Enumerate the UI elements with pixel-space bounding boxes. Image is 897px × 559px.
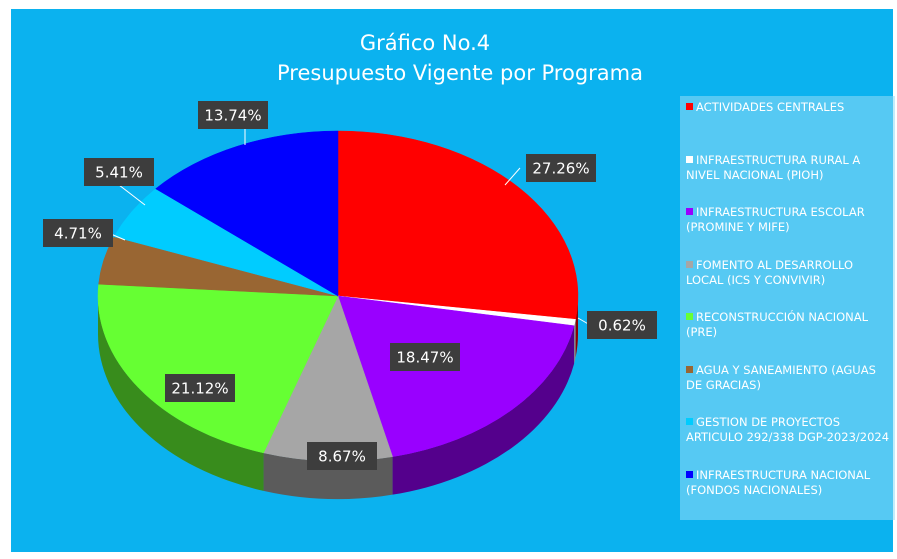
legend-swatch xyxy=(686,103,693,110)
leader-line xyxy=(118,184,146,206)
legend-label: FOMENTO AL DESARROLLO LOCAL (ICS Y CONVI… xyxy=(686,257,854,287)
legend-item: INFRAESTRUCTURA RURAL A NIVEL NACIONAL (… xyxy=(686,153,891,183)
data-label-box xyxy=(84,158,154,186)
legend-item: INFRAESTRUCTURA NACIONAL (FONDOS NACIONA… xyxy=(686,468,891,498)
legend-swatch xyxy=(686,208,693,215)
legend-item: FOMENTO AL DESARROLLO LOCAL (ICS Y CONVI… xyxy=(686,258,891,288)
slice-side xyxy=(98,296,264,491)
legend-swatch xyxy=(686,365,693,373)
data-label: 8.67% xyxy=(318,448,366,466)
legend-item: ACTIVIDADES CENTRALES xyxy=(686,100,891,115)
legend-label: INFRAESTRUCTURA ESCOLAR (PROMINE Y MIFE) xyxy=(686,205,865,234)
chart-subtitle: Presupuesto Vigente por Programa xyxy=(277,61,643,85)
legend-item: GESTION DE PROYECTOS ARTICULO 292/338 DG… xyxy=(686,415,891,445)
data-label-box xyxy=(390,343,460,371)
pie-slice xyxy=(337,295,575,457)
data-label: 4.71% xyxy=(54,225,102,243)
slice-side xyxy=(575,296,578,358)
data-label: 0.62% xyxy=(598,317,646,335)
legend-swatch xyxy=(686,155,693,163)
data-label-box xyxy=(165,374,235,402)
legend-item: AGUA Y SANEAMIENTO (AGUAS DE GRACIAS) xyxy=(686,363,891,393)
pie-slice xyxy=(155,130,339,297)
data-label: 21.12% xyxy=(171,380,228,398)
legend-swatch xyxy=(686,418,693,425)
legend-item: RECONSTRUCCIÓN NACIONAL (PRE) xyxy=(686,310,891,340)
legend-label: AGUA Y SANEAMIENTO (AGUAS DE GRACIAS) xyxy=(686,362,876,392)
legend-label: INFRAESTRUCTURA RURAL A NIVEL NACIONAL (… xyxy=(686,152,861,182)
legend-label: ACTIVIDADES CENTRALES xyxy=(696,100,845,114)
chart-title: Gráfico No.4 xyxy=(360,31,490,55)
legend-label: INFRAESTRUCTURA NACIONAL (FONDOS NACIONA… xyxy=(686,467,871,497)
pie-slice xyxy=(97,283,339,454)
slice-side xyxy=(574,319,576,364)
slice-side xyxy=(392,325,575,495)
legend-swatch xyxy=(686,470,693,478)
legend-swatch xyxy=(686,313,693,320)
legend-swatch xyxy=(686,260,693,268)
data-label-box xyxy=(307,442,377,470)
data-label-box xyxy=(526,154,596,182)
legend-label: RECONSTRUCCIÓN NACIONAL (PRE) xyxy=(686,310,869,339)
data-label-box xyxy=(43,219,113,247)
data-label: 18.47% xyxy=(396,349,453,367)
data-label-box xyxy=(587,311,657,339)
legend-label: GESTION DE PROYECTOS ARTICULO 292/338 DG… xyxy=(686,415,890,444)
data-label-box xyxy=(198,101,268,129)
data-label: 27.26% xyxy=(532,160,589,178)
pie-slice xyxy=(337,130,579,320)
data-label: 5.41% xyxy=(95,164,143,182)
data-label: 13.74% xyxy=(204,107,261,125)
legend: ACTIVIDADES CENTRALES INFRAESTRUCTURA RUR… xyxy=(680,96,895,520)
legend-item: INFRAESTRUCTURA ESCOLAR (PROMINE Y MIFE) xyxy=(686,205,891,235)
leader-line xyxy=(504,167,521,186)
